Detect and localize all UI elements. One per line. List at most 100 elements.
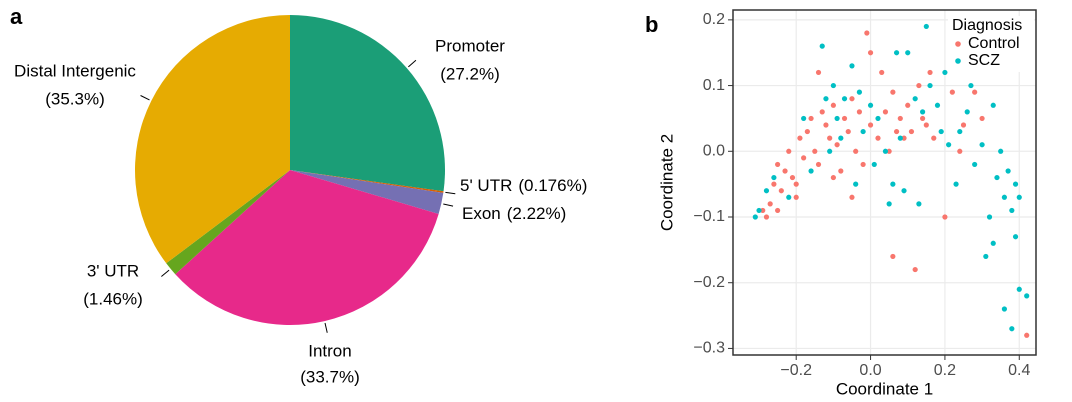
scatter-point [812,148,818,154]
x-tick-label: 0.4 [1008,362,1030,379]
slice-name: Promoter [435,36,505,55]
leader-line [408,59,417,68]
slice-label: Exon (2.22%) [462,204,566,223]
scatter-point [871,161,877,168]
slice-label: 5' UTR (0.176%) [460,176,587,195]
legend-marker [955,41,961,47]
scatter-point [808,115,814,122]
scatter-point [808,168,814,174]
panel-label: a [10,4,23,29]
scatter-point [905,102,911,108]
scatter-point [923,122,929,128]
scatter-point [760,207,766,214]
scatter-point [931,135,937,141]
slice-value: (2.22%) [507,204,567,223]
scatter-point [897,135,903,141]
slice-name: Exon [462,204,501,223]
scatter-point [923,23,929,30]
legend-marker [955,58,961,64]
scatter-point [953,181,959,187]
scatter-point [979,115,985,122]
leader-line [443,203,454,207]
scatter-point [1024,332,1030,338]
scatter-point [986,214,993,220]
leader-line [140,95,150,101]
scatter-point [849,96,855,102]
scatter-point [912,266,918,273]
scatter-point [763,188,770,194]
scatter-point [789,174,796,181]
scatter-point [767,201,773,207]
scatter-point [886,148,892,154]
pie-slice [290,15,445,192]
legend-box [948,16,1034,72]
scatter-point [875,135,881,141]
scatter-point [827,148,833,154]
scatter-point [912,96,918,102]
scatter-point [938,128,944,135]
scatter-point [853,181,859,187]
scatter-point [1024,293,1030,299]
scatter-point [819,109,825,115]
scatter-point [1005,168,1011,174]
scatter-point [1012,234,1019,240]
scatter-point [886,201,892,207]
scatter-point [934,102,941,108]
scatter-point [1001,306,1007,312]
scatter-point [942,214,948,220]
scatter-point [901,135,907,141]
scatter-point [793,181,799,187]
scatter-point [815,69,822,76]
scatter-point [890,253,896,260]
scatter-point [998,148,1004,154]
scatter-point [893,50,900,56]
scatter-point [834,115,840,122]
scatter-point [893,128,900,135]
scatter-point [1009,326,1015,332]
scatter-point [860,128,866,135]
y-tick-label: 0.2 [703,11,725,28]
slice-value: (35.3%) [45,89,105,108]
x-tick-label: 0.2 [934,362,956,379]
scatter-point [804,128,810,135]
scatter-point [778,188,784,194]
scatter-point [942,69,948,76]
scatter-point [927,69,933,76]
x-axis-label: Coordinate 1 [836,379,933,398]
scatter-point [782,168,788,174]
slice-name: 5' UTR [460,176,512,195]
scatter-point [856,109,863,115]
scatter-point [908,128,915,135]
scatter-point [960,122,967,128]
y-tick-label: 0.1 [703,77,725,94]
leader-line [445,191,456,195]
scatter-point [875,115,881,122]
scatter-point [983,253,989,260]
scatter-point [979,142,985,148]
scatter-point [957,128,963,135]
y-tick-label: −0.2 [693,274,725,291]
scatter-point [771,181,777,187]
y-tick-label: −0.3 [693,340,725,357]
scatter-point [882,109,889,115]
y-tick-label: −0.1 [693,208,725,225]
scatter-point [882,148,889,154]
pie-slice [135,15,290,264]
scatter-point [823,96,829,102]
scatter-point [901,188,907,194]
scatter-point [990,240,996,246]
y-axis-label: Coordinate 2 [657,134,676,231]
scatter-point [756,207,762,214]
scatter-point [972,89,978,95]
scatter-point [815,161,822,168]
scatter-point [830,82,836,89]
slice-value: (27.2%) [440,64,500,83]
scatter-point [786,148,792,154]
pie-slice [290,170,444,214]
slice-value: (0.176%) [518,176,587,195]
scatter-point [827,135,833,141]
x-tick-label: 0.0 [859,362,881,379]
scatter-point [897,115,903,122]
scatter-point [968,82,974,89]
pie-slice [166,170,290,275]
